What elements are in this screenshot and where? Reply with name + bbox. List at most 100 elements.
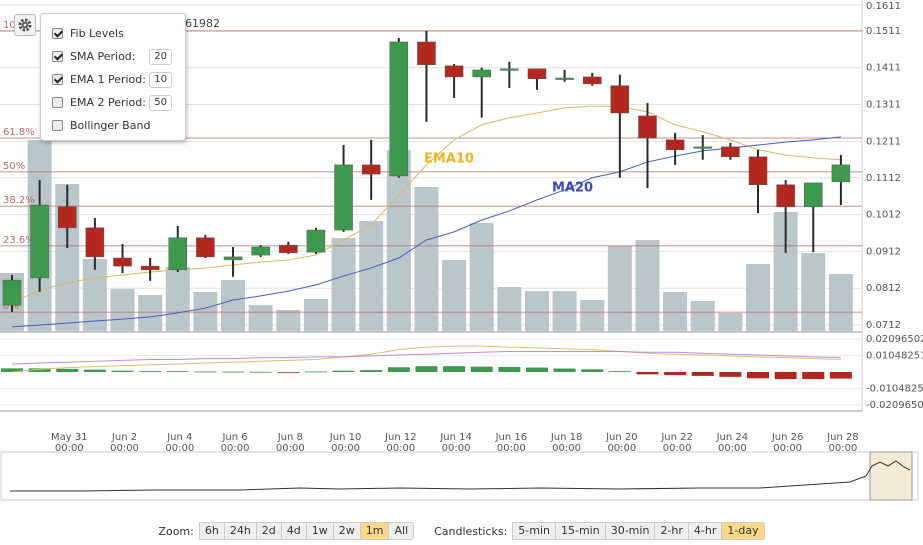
candle-body — [140, 265, 160, 271]
macd-bar — [802, 371, 825, 380]
option-button[interactable]: 2d — [255, 522, 282, 540]
macd-bar — [194, 371, 217, 373]
y-tick-label: 0.1611 — [866, 1, 901, 12]
macd-bar — [360, 370, 383, 372]
y-tick-label: 0.0812 — [866, 283, 901, 294]
volume-bar — [165, 267, 190, 332]
x-tick-label: Jun 6 — [221, 432, 247, 443]
option-button[interactable]: 1-day — [721, 522, 765, 540]
checkbox[interactable] — [52, 74, 63, 85]
candle-body — [223, 256, 243, 261]
option-button[interactable]: 30-min — [604, 522, 656, 540]
menu-row: Bollinger Band — [52, 114, 185, 137]
x-tick-label: Jun 28 — [826, 432, 859, 443]
macd-bar — [1, 368, 23, 372]
checkbox[interactable] — [52, 51, 63, 62]
menu-label: Fib Levels — [70, 27, 124, 40]
x-tick-time: 00:00 — [773, 443, 802, 454]
option-button[interactable]: 5-min — [512, 522, 556, 540]
macd-bar — [774, 371, 797, 380]
navigator-line — [10, 460, 911, 492]
macd-bar — [332, 370, 355, 372]
candle-body — [665, 139, 685, 151]
checkbox[interactable] — [52, 28, 63, 39]
macd-bar — [608, 371, 631, 372]
y-tick-label: 0.1511 — [866, 26, 901, 37]
option-button[interactable]: 4d — [280, 522, 307, 540]
checkbox[interactable] — [52, 120, 63, 131]
volume-bar — [746, 264, 771, 332]
period-input[interactable]: 50 — [149, 94, 172, 111]
volume-bar — [718, 313, 743, 332]
candle-body — [196, 237, 215, 258]
candle-body — [776, 184, 795, 208]
group-label: Candlesticks: — [434, 524, 508, 538]
option-button[interactable]: 1w — [305, 522, 334, 540]
macd-bar — [139, 371, 162, 372]
volume-bar — [414, 187, 439, 332]
option-button[interactable]: 15-min — [555, 522, 606, 540]
x-tick-time: 00:00 — [828, 443, 857, 454]
volume-bar — [690, 301, 715, 332]
macd-bar — [691, 371, 714, 376]
candle-body — [831, 164, 851, 183]
macd-bar — [553, 368, 576, 372]
menu-row: EMA 2 Period: 50 — [52, 91, 185, 114]
option-button[interactable]: 2w — [332, 522, 361, 540]
x-tick-label: Jun 12 — [384, 432, 417, 443]
macd-bar — [277, 371, 300, 373]
period-input[interactable]: 10 — [149, 71, 172, 88]
macd-bar — [443, 366, 466, 372]
volume-bar — [635, 240, 660, 332]
volume-bar — [497, 287, 522, 332]
checkbox[interactable] — [52, 97, 63, 108]
candle-body — [444, 65, 464, 78]
volume-bar — [82, 259, 107, 332]
x-tick-time: 00:00 — [607, 443, 636, 454]
volume-bar — [221, 280, 246, 332]
macd-line — [11, 345, 841, 373]
candle-body — [693, 146, 712, 149]
zoom-group: Zoom: 6h 24h 2d 4d 1w 2w 1m All — [158, 522, 415, 540]
option-button[interactable]: 24h — [223, 522, 257, 540]
volume-bar — [828, 274, 853, 332]
overlay-label: MA20 — [552, 181, 593, 196]
option-button[interactable]: 6h — [198, 522, 225, 540]
candle-body — [804, 182, 823, 208]
volume-bar — [552, 291, 577, 332]
option-button[interactable]: 1m — [359, 522, 390, 540]
option-button[interactable]: All — [388, 522, 415, 540]
y-tick-label: 0.1411 — [866, 63, 901, 74]
candle-body — [30, 204, 49, 279]
period-input[interactable]: 20 — [149, 48, 172, 65]
volume-bar — [469, 223, 494, 332]
option-button[interactable]: 2-hr — [654, 522, 689, 540]
x-tick-time: 00:00 — [276, 443, 305, 454]
option-button[interactable]: 4-hr — [687, 522, 723, 540]
y-tick-label: 0.1211 — [866, 136, 901, 147]
macd-bar — [664, 371, 687, 376]
macd-bar — [222, 371, 245, 373]
macd-bar — [498, 366, 521, 372]
candle-body — [2, 279, 22, 306]
fib-label: 61.8% — [3, 127, 35, 138]
volume-bar — [248, 305, 273, 332]
macd-bar — [166, 371, 189, 372]
candle-body — [527, 68, 547, 80]
candle-body — [500, 68, 519, 71]
x-tick-time: 00:00 — [386, 443, 415, 454]
navigator-selection[interactable] — [869, 451, 913, 501]
x-tick-time: 00:00 — [221, 443, 250, 454]
volume-bar — [138, 295, 163, 332]
settings-button[interactable] — [14, 14, 36, 36]
candle-body — [472, 69, 491, 78]
x-tick-label: Jun 10 — [329, 432, 362, 443]
candle-body — [58, 206, 77, 229]
macd-tick-label: 0.02096502 — [866, 334, 923, 345]
fib-label: 38.2% — [3, 195, 35, 206]
volume-bar — [607, 246, 632, 332]
fib-label: 0% — [3, 301, 19, 312]
macd-bar — [525, 367, 548, 372]
candle-body — [113, 257, 132, 267]
macd-bar — [83, 369, 106, 372]
